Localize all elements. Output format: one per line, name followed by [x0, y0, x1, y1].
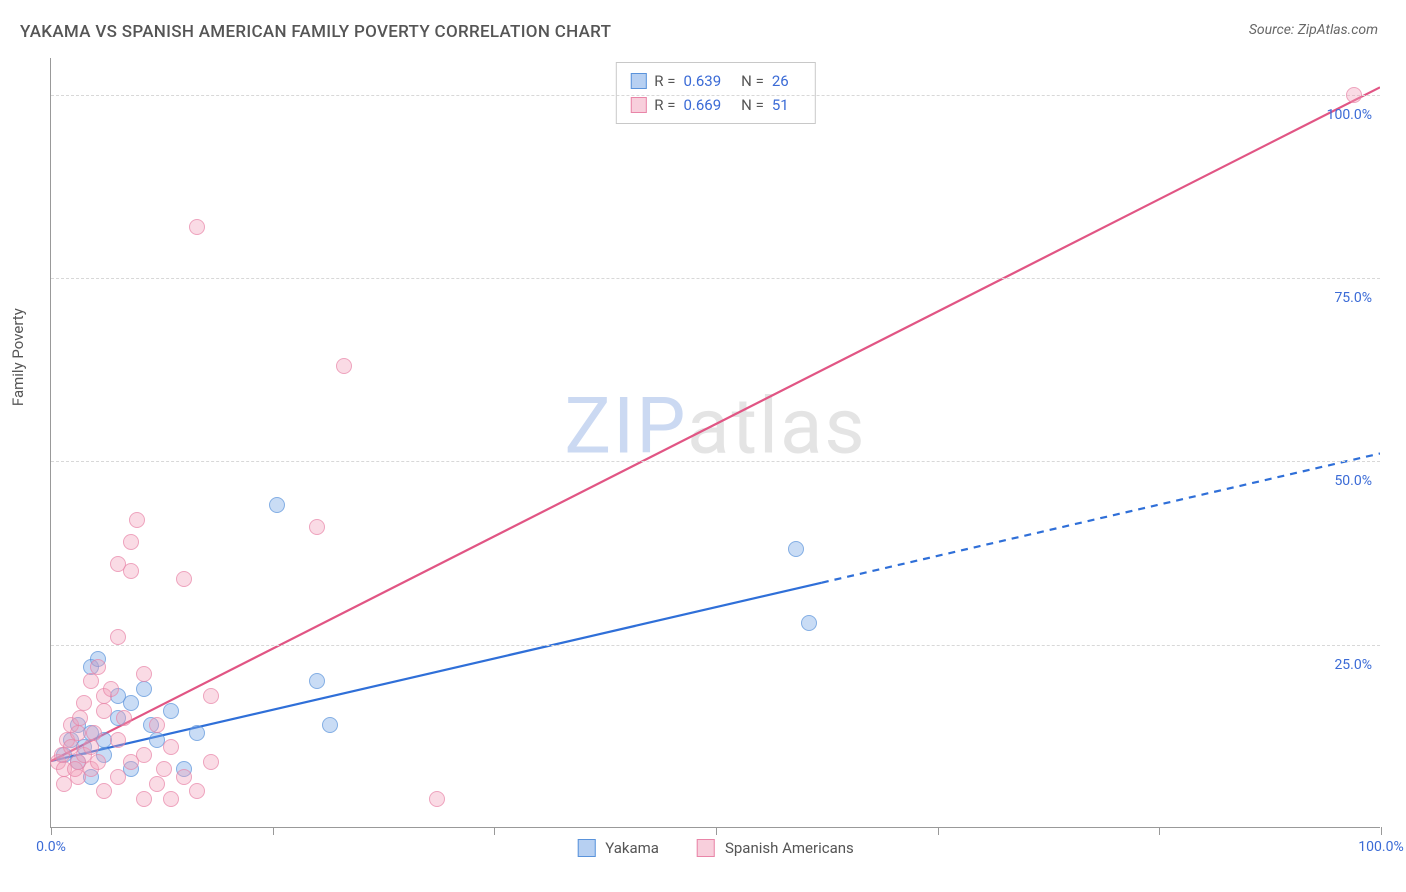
data-point: [110, 732, 126, 748]
x-tick: [1381, 827, 1382, 835]
legend-label: Yakama: [605, 839, 659, 857]
data-point: [136, 681, 152, 697]
data-point: [136, 666, 152, 682]
data-point: [149, 776, 165, 792]
data-point: [90, 659, 106, 675]
swatch-icon: [697, 839, 715, 857]
source-label: Source: ZipAtlas.com: [1249, 22, 1378, 38]
data-point: [176, 571, 192, 587]
data-point: [103, 681, 119, 697]
data-point: [136, 747, 152, 763]
r-value: 0.639: [683, 69, 721, 93]
x-tick: [1159, 827, 1160, 835]
data-point: [136, 791, 152, 807]
data-point: [163, 791, 179, 807]
x-tick: [51, 827, 52, 835]
data-point: [203, 754, 219, 770]
y-tick-label: 50.0%: [1334, 473, 1372, 489]
gridline: [51, 278, 1380, 279]
chart-container: YAKAMA VS SPANISH AMERICAN FAMILY POVERT…: [0, 0, 1406, 892]
data-point: [110, 769, 126, 785]
y-tick-label: 25.0%: [1334, 657, 1372, 673]
x-tick: [273, 827, 274, 835]
gridline: [51, 461, 1380, 462]
x-tick-label: 0.0%: [36, 839, 66, 855]
data-point: [189, 783, 205, 799]
data-point: [163, 739, 179, 755]
data-point: [116, 710, 132, 726]
data-point: [96, 703, 112, 719]
data-point: [90, 754, 106, 770]
swatch-icon: [630, 73, 646, 89]
stats-row: R = 0.669 N = 51: [630, 93, 800, 117]
data-point: [123, 563, 139, 579]
chart-title: YAKAMA VS SPANISH AMERICAN FAMILY POVERT…: [20, 22, 611, 42]
data-point: [86, 725, 102, 741]
data-point: [72, 710, 88, 726]
data-point: [110, 629, 126, 645]
n-value: 26: [772, 69, 789, 93]
watermark-atlas: atlas: [687, 382, 867, 473]
data-point: [70, 725, 86, 741]
n-label: N =: [741, 93, 764, 117]
data-point: [203, 688, 219, 704]
data-point: [269, 497, 285, 513]
data-point: [123, 534, 139, 550]
data-point: [309, 519, 325, 535]
data-point: [189, 725, 205, 741]
x-tick: [716, 827, 717, 835]
data-point: [83, 739, 99, 755]
data-point: [123, 695, 139, 711]
r-label: R =: [654, 69, 675, 93]
swatch-icon: [577, 839, 595, 857]
data-point: [309, 673, 325, 689]
data-point: [336, 358, 352, 374]
stats-row: R = 0.639 N = 26: [630, 69, 800, 93]
data-point: [189, 219, 205, 235]
r-label: R =: [654, 93, 675, 117]
data-point: [76, 695, 92, 711]
data-point: [1346, 87, 1362, 103]
r-value: 0.669: [683, 93, 721, 117]
x-tick: [494, 827, 495, 835]
gridline: [51, 645, 1380, 646]
watermark: ZIPatlas: [564, 382, 866, 473]
n-value: 51: [772, 93, 789, 117]
gridline: [51, 95, 1380, 96]
x-tick-label: 100.0%: [1358, 839, 1403, 855]
watermark-zip: ZIP: [564, 382, 687, 473]
data-point: [322, 717, 338, 733]
data-point: [176, 769, 192, 785]
x-tick: [938, 827, 939, 835]
data-point: [156, 761, 172, 777]
trend-lines: [51, 58, 1380, 827]
plot-area: ZIPatlas R = 0.639 N = 26 R = 0.669 N = …: [50, 58, 1380, 828]
data-point: [149, 717, 165, 733]
y-tick-label: 75.0%: [1334, 290, 1372, 306]
data-point: [83, 673, 99, 689]
n-label: N =: [741, 69, 764, 93]
stats-box: R = 0.639 N = 26 R = 0.669 N = 51: [615, 62, 815, 124]
data-point: [429, 791, 445, 807]
legend: Yakama Spanish Americans: [577, 839, 854, 857]
y-axis-title: Family Poverty: [9, 308, 27, 406]
data-point: [788, 541, 804, 557]
legend-label: Spanish Americans: [725, 839, 854, 857]
data-point: [129, 512, 145, 528]
swatch-icon: [630, 97, 646, 113]
y-tick-label: 100.0%: [1327, 107, 1372, 123]
data-point: [96, 783, 112, 799]
data-point: [801, 615, 817, 631]
data-point: [67, 761, 83, 777]
data-point: [163, 703, 179, 719]
